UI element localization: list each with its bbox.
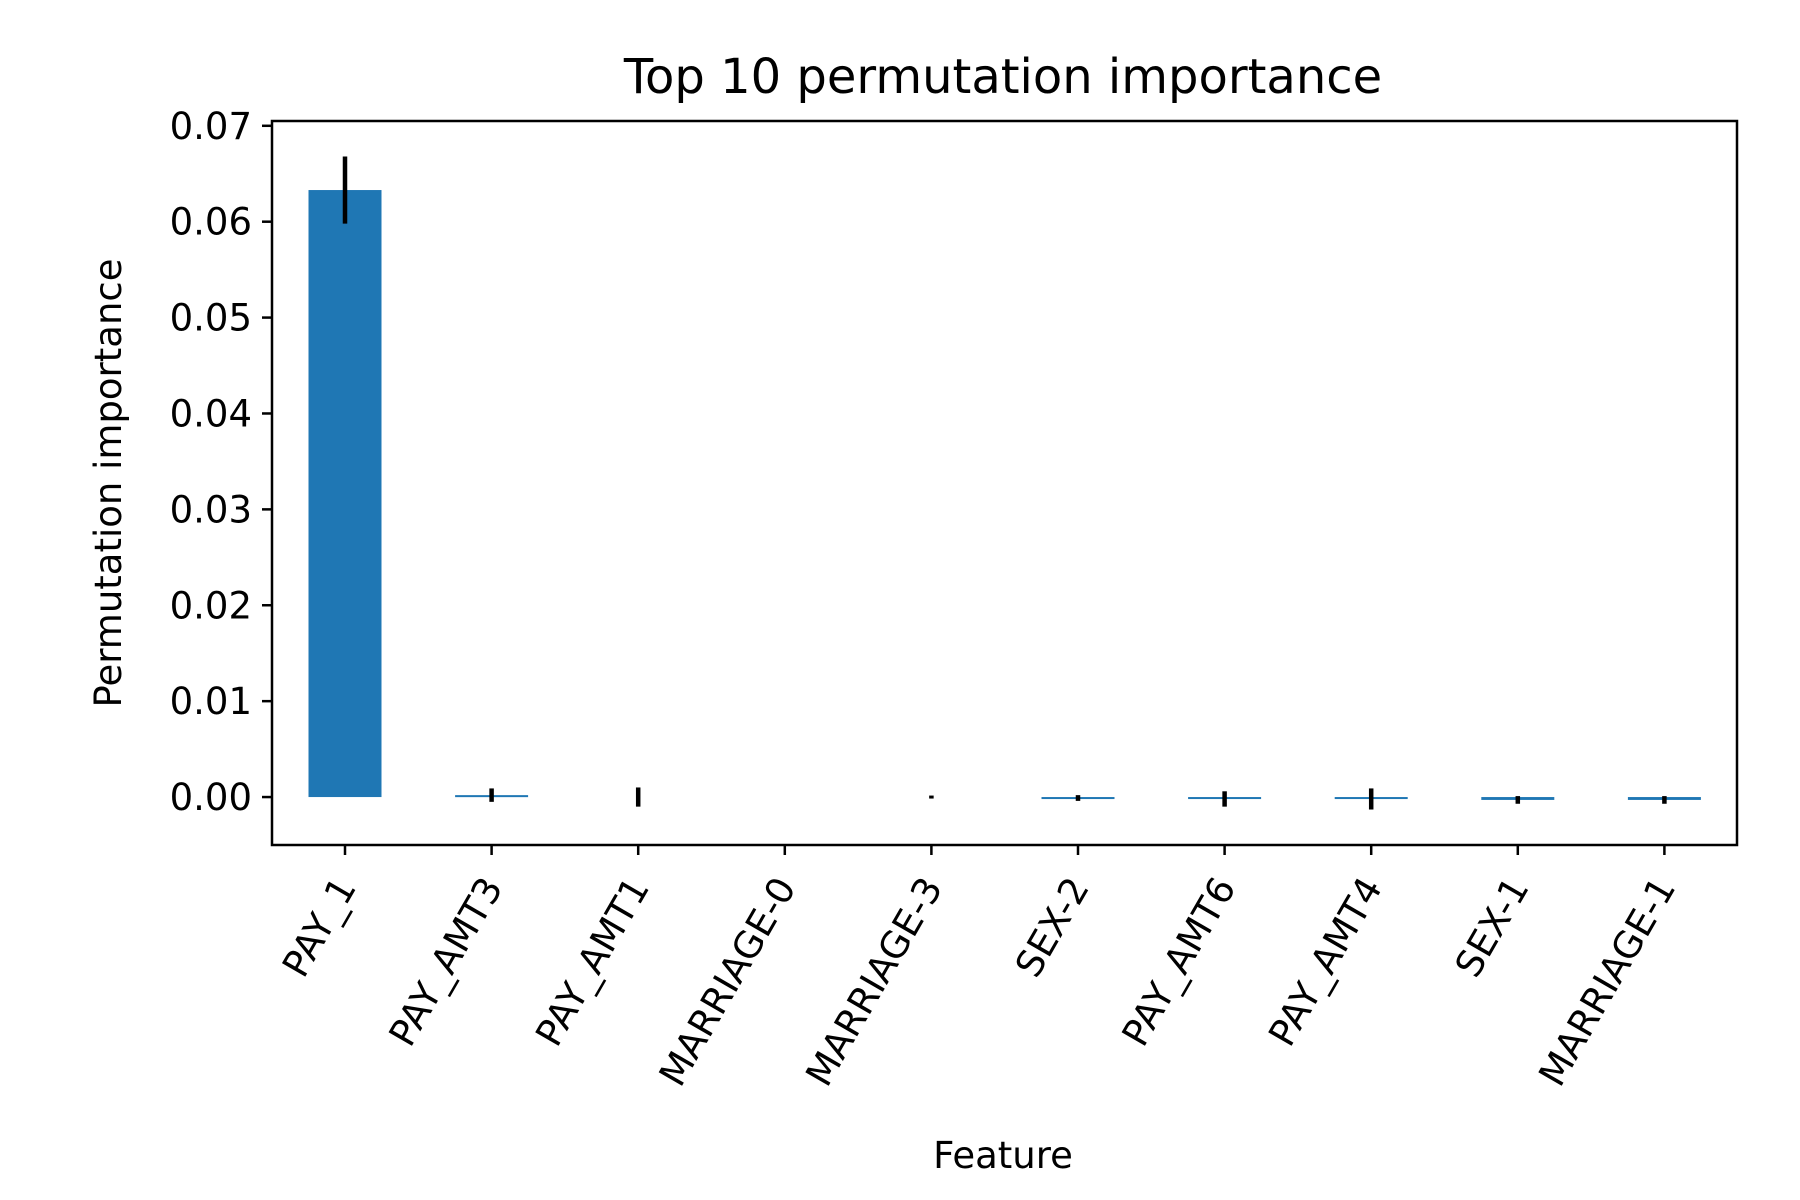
y-tick-label: 0.05 — [170, 297, 252, 340]
x-tick-label: PAY_AMT4 — [1260, 870, 1391, 1053]
y-tick-label: 0.06 — [170, 201, 252, 244]
x-tick-label: MARRIAGE-0 — [651, 870, 805, 1093]
x-tick-label: MARRIAGE-3 — [797, 870, 951, 1093]
x-tick-label: PAY_1 — [274, 870, 365, 984]
plot-area — [308, 156, 1701, 810]
y-tick-label: 0.00 — [170, 776, 252, 819]
bar-pay-1 — [308, 190, 382, 798]
y-tick-label: 0.04 — [170, 392, 252, 435]
x-tick-label: PAY_AMT1 — [527, 870, 658, 1053]
x-tick-label: PAY_AMT3 — [381, 870, 512, 1053]
x-tick-label: SEX-2 — [1007, 870, 1098, 984]
x-tick-label: SEX-1 — [1447, 870, 1538, 984]
plot-frame — [270, 119, 1739, 847]
y-tick-label: 0.03 — [170, 488, 252, 531]
y-tick-label: 0.02 — [170, 584, 252, 627]
y-axis: 0.00 0.01 0.02 0.03 0.04 0.05 0.06 0.07 — [170, 105, 272, 819]
x-axis: PAY_1 PAY_AMT3 PAY_AMT1MARRIAGE-0MARRIAGE-… — [274, 845, 1684, 1093]
y-tick-label: 0.07 — [170, 105, 252, 148]
x-tick-label: MARRIAGE-1 — [1530, 870, 1684, 1093]
x-tick-label: PAY_AMT6 — [1114, 870, 1245, 1053]
x-axis-label: Feature — [933, 1134, 1073, 1177]
y-axis-label: Permutation importance — [87, 258, 130, 707]
y-tick-label: 0.01 — [170, 680, 252, 723]
chart-title: Top 10 permutation importance — [623, 49, 1382, 105]
